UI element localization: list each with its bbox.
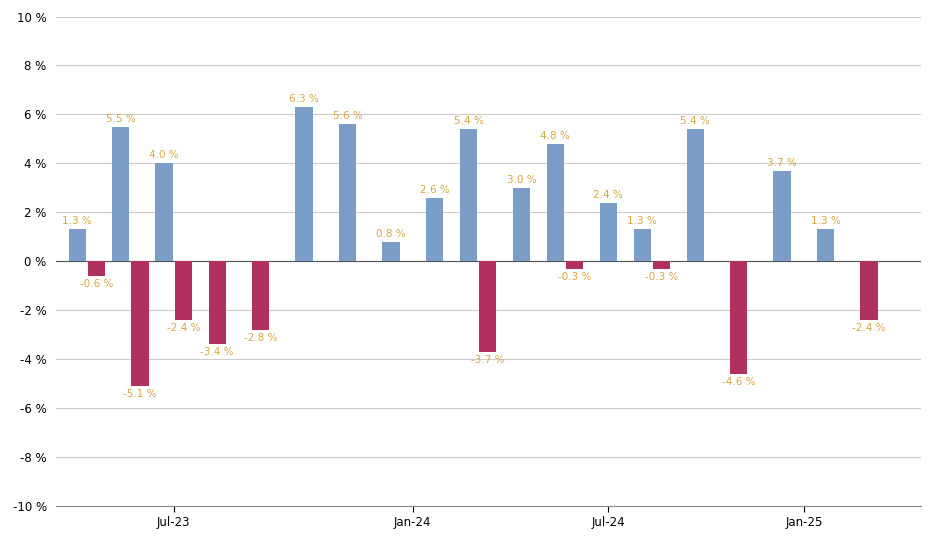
- Text: -3.7 %: -3.7 %: [471, 355, 504, 365]
- Text: 2.6 %: 2.6 %: [419, 185, 449, 195]
- Bar: [686, 129, 704, 261]
- Text: 5.5 %: 5.5 %: [106, 114, 135, 124]
- Text: -0.3 %: -0.3 %: [645, 272, 678, 282]
- Text: -3.4 %: -3.4 %: [200, 348, 234, 358]
- Text: 4.8 %: 4.8 %: [540, 131, 571, 141]
- Text: -2.4 %: -2.4 %: [853, 323, 885, 333]
- Bar: [155, 163, 173, 261]
- Bar: [566, 261, 583, 268]
- Text: 6.3 %: 6.3 %: [290, 94, 319, 104]
- Text: 4.0 %: 4.0 %: [149, 150, 179, 161]
- Bar: [546, 144, 564, 261]
- Bar: [730, 261, 747, 374]
- Bar: [209, 261, 226, 344]
- Bar: [817, 229, 835, 261]
- Text: -2.8 %: -2.8 %: [243, 333, 277, 343]
- Bar: [460, 129, 478, 261]
- Text: -5.1 %: -5.1 %: [123, 389, 157, 399]
- Text: 5.4 %: 5.4 %: [453, 116, 483, 126]
- Bar: [112, 126, 130, 261]
- Text: 1.3 %: 1.3 %: [62, 217, 92, 227]
- Bar: [295, 107, 313, 261]
- Text: -0.6 %: -0.6 %: [80, 279, 113, 289]
- Bar: [774, 170, 791, 261]
- Bar: [512, 188, 530, 261]
- Text: 0.8 %: 0.8 %: [376, 229, 406, 239]
- Bar: [634, 229, 650, 261]
- Bar: [132, 261, 149, 386]
- Text: 3.7 %: 3.7 %: [767, 158, 797, 168]
- Bar: [175, 261, 192, 320]
- Text: 5.4 %: 5.4 %: [681, 116, 710, 126]
- Bar: [87, 261, 105, 276]
- Bar: [252, 261, 270, 330]
- Bar: [600, 202, 617, 261]
- Text: -4.6 %: -4.6 %: [722, 377, 756, 387]
- Bar: [652, 261, 670, 268]
- Text: 1.3 %: 1.3 %: [627, 217, 657, 227]
- Bar: [426, 197, 443, 261]
- Text: 5.6 %: 5.6 %: [333, 111, 363, 121]
- Text: 3.0 %: 3.0 %: [507, 175, 536, 185]
- Text: -2.4 %: -2.4 %: [166, 323, 200, 333]
- Bar: [69, 229, 86, 261]
- Bar: [860, 261, 878, 320]
- Bar: [339, 124, 356, 261]
- Text: -0.3 %: -0.3 %: [557, 272, 591, 282]
- Text: 1.3 %: 1.3 %: [810, 217, 840, 227]
- Text: 2.4 %: 2.4 %: [593, 190, 623, 200]
- Bar: [478, 261, 496, 352]
- Bar: [383, 241, 400, 261]
